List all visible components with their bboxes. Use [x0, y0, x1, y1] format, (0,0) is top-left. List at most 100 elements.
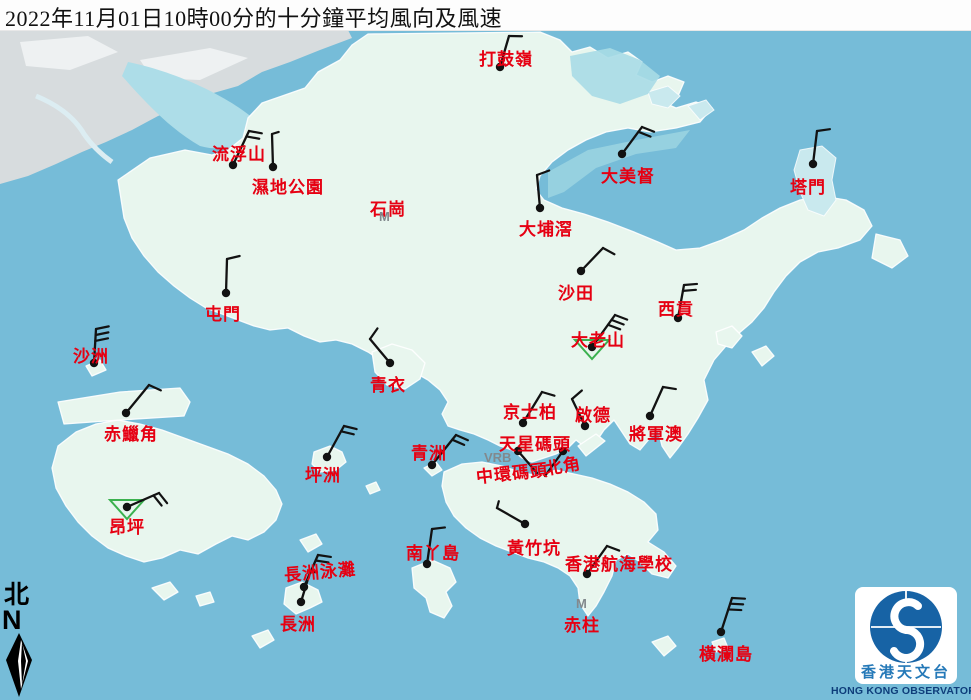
islet: [711, 637, 729, 653]
wind-barb-full: [637, 130, 652, 138]
wind-barb-full: [430, 526, 447, 531]
station-tai-mei-tuk: [617, 125, 656, 159]
airport-island: [57, 387, 191, 425]
station-dot: [520, 519, 530, 529]
lamma-island-land: [411, 559, 457, 619]
title-bar: 2022年11月01日10時00分的十分鐘平均風向及風速: [0, 0, 971, 31]
wind-barb-staff: [535, 173, 542, 210]
wind-barb-full: [152, 494, 163, 507]
station-dot: [582, 569, 592, 579]
wind-barb-full: [314, 559, 330, 564]
station-dot: [89, 358, 99, 368]
wind-barb-full: [729, 602, 745, 606]
river: [35, 93, 114, 165]
hong-kong-island-land: [441, 461, 677, 617]
station-lamma-island: [422, 526, 447, 569]
green-triangle-marker: [572, 339, 612, 361]
urban-highlight: [140, 48, 248, 80]
wind-barb-staff: [224, 257, 229, 295]
station-dot: [558, 446, 568, 456]
station-dot: [716, 627, 726, 637]
station-dot: [535, 203, 545, 213]
station-tap-mun: [808, 128, 831, 169]
wind-barb-full: [157, 491, 169, 505]
station-lau-fau-shan: [228, 129, 263, 170]
station-sai-kung: [673, 282, 699, 323]
station-dot: [513, 446, 523, 456]
islet: [871, 233, 909, 269]
station-dot: [228, 160, 238, 170]
station-dot: [385, 358, 395, 368]
hko-logo: 香港天文台: [855, 587, 957, 684]
wind-barb-staff: [299, 570, 312, 604]
wind-barb-full: [451, 438, 466, 447]
wind-barb-full: [815, 128, 831, 133]
station-dot: [121, 408, 131, 418]
station-north-point: [543, 446, 568, 478]
station-star-ferry-pier: [513, 446, 539, 475]
wind-barb-staff: [516, 449, 539, 475]
wind-barb-full: [727, 608, 743, 612]
green-triangle-marker: [107, 499, 147, 521]
wind-barb-staff: [543, 449, 565, 478]
islet: [687, 99, 715, 121]
station-green-island: [427, 433, 470, 470]
wind-barb-staff: [579, 246, 605, 273]
station-kai-tak: [570, 389, 590, 431]
wind-barb-full: [730, 596, 747, 600]
wind-barb-staff: [124, 383, 151, 415]
islet: [715, 325, 743, 349]
station-wong-chuk-hang: [495, 500, 530, 529]
station-dot: [645, 411, 655, 421]
wind-barb-staff: [368, 337, 392, 365]
islet: [151, 581, 179, 601]
wind-barb-staff: [270, 132, 275, 169]
wind-barb-half: [270, 130, 280, 136]
wind-barb-full: [570, 389, 583, 401]
station-ta-kwu-ling: [495, 34, 524, 72]
wind-barb-half: [495, 500, 500, 510]
station-dot: [422, 559, 432, 569]
station-dot: [221, 288, 231, 298]
wind-barb-full: [601, 246, 616, 256]
station-dot: [495, 62, 505, 72]
north-letter-label: N: [2, 605, 22, 635]
wind-barb-full: [94, 331, 110, 337]
hko-logo-english-name: HONG KONG OBSERVATORY: [831, 685, 971, 697]
wind-barb-full: [681, 288, 697, 293]
station-tuen-mun: [221, 254, 241, 298]
wind-barb-staff: [648, 385, 665, 418]
station-waglan-island: [716, 596, 747, 637]
station-sha-chau: [89, 325, 110, 368]
tolo-harbour-water: [548, 130, 690, 198]
station-tates-cairn: [572, 313, 629, 361]
wind-barb-staff: [425, 527, 434, 566]
station-tseung-kwan-o: [645, 385, 677, 421]
wind-barb-staff: [521, 390, 544, 425]
station-dot: [808, 159, 818, 169]
station-dot: [322, 452, 332, 462]
wind-barb-full: [245, 135, 261, 140]
station-kings-park: [518, 390, 556, 428]
islet: [251, 629, 275, 649]
wind-barb-full: [94, 337, 110, 343]
station-dot: [580, 421, 590, 431]
wind-barb-full: [147, 383, 162, 392]
station-dot: [673, 313, 683, 323]
wind-barb-staff: [495, 506, 527, 526]
wind-barb-full: [316, 553, 332, 559]
wind-barb-full: [454, 433, 470, 442]
station-cheung-chau: [296, 570, 319, 607]
station-dot: [427, 460, 437, 470]
urban-highlight: [20, 36, 118, 70]
station-dot: [576, 266, 586, 276]
station-dot: [518, 418, 528, 428]
wind-barb-full: [606, 323, 622, 331]
wind-barb-staff: [498, 34, 511, 69]
station-dot: [268, 162, 278, 172]
wind-barb-full: [661, 385, 677, 391]
wind-barb-full: [640, 125, 656, 133]
